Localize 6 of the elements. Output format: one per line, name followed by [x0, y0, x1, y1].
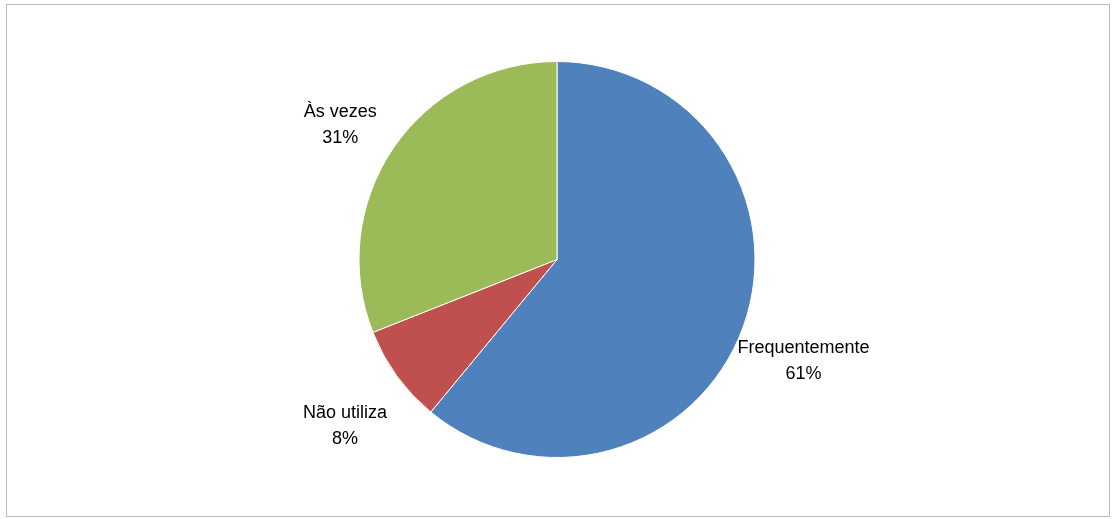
slice-label: Às vezes — [303, 101, 377, 122]
data-label: 8% — [332, 428, 359, 449]
data-label: 31% — [322, 127, 359, 148]
slice-label: Não utiliza — [303, 402, 389, 423]
slice-label: Frequentemente — [737, 337, 870, 358]
data-label: 61% — [785, 363, 822, 384]
